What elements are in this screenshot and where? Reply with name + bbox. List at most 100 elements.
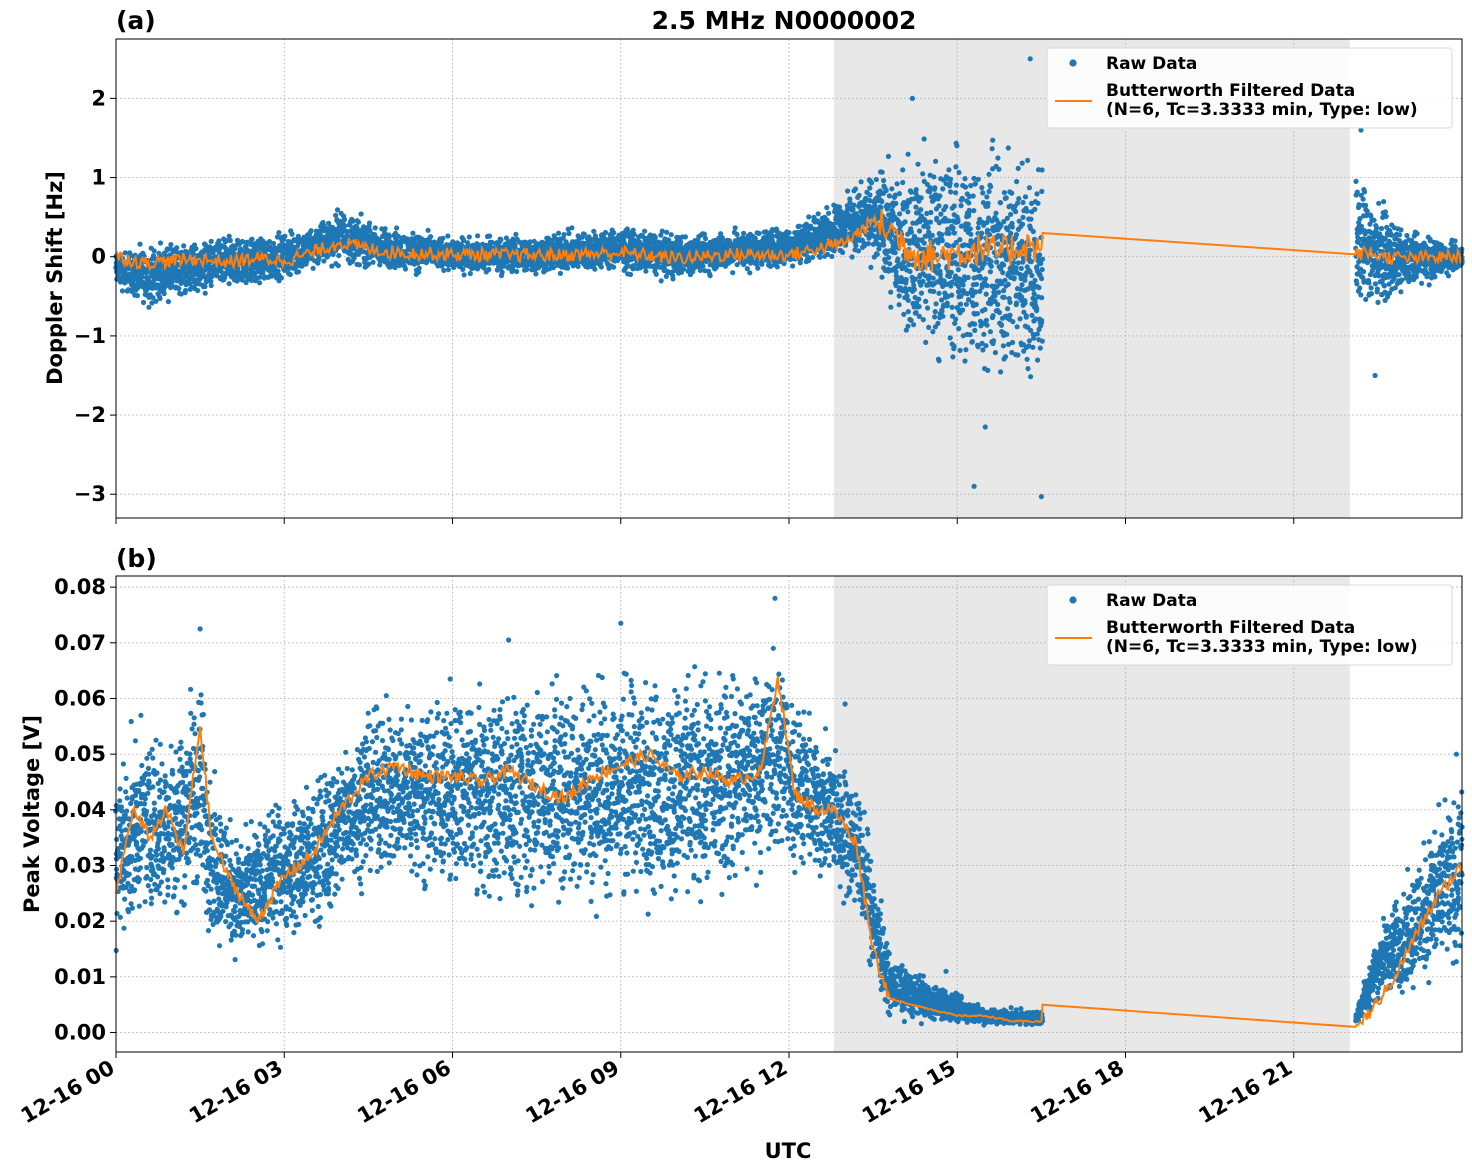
raw-data-point [372, 225, 378, 231]
raw-data-point [146, 304, 152, 310]
raw-data-point [886, 193, 893, 199]
raw-data-point [370, 259, 376, 265]
raw-data-point [903, 280, 909, 286]
raw-data-point [856, 192, 862, 198]
raw-data-point [929, 232, 935, 238]
raw-data-point [176, 285, 182, 292]
raw-data-point [858, 179, 864, 185]
raw-data-point [257, 280, 263, 286]
raw-data-point [925, 224, 931, 231]
raw-data-point [936, 203, 942, 209]
raw-data-point [697, 267, 703, 273]
raw-data-point [897, 211, 903, 217]
raw-data-point [193, 246, 199, 252]
raw-data-point [790, 263, 796, 269]
raw-data-point [887, 261, 893, 267]
raw-data-point [165, 299, 171, 305]
raw-data-point [904, 204, 910, 210]
raw-data-point [335, 263, 341, 269]
raw-data-point [151, 248, 157, 254]
raw-data-point [786, 230, 792, 236]
raw-data-point [878, 198, 885, 204]
raw-data-point [658, 278, 664, 284]
raw-data-point [911, 286, 918, 292]
raw-data-point [581, 231, 588, 237]
raw-data-point [278, 275, 284, 281]
raw-data-point [939, 237, 945, 244]
raw-data-point [461, 272, 467, 278]
raw-data-point [410, 230, 416, 236]
raw-data-point [940, 186, 946, 192]
raw-data-point [209, 274, 215, 280]
raw-data-point [913, 204, 919, 210]
raw-data-point [923, 298, 929, 304]
raw-data-point [445, 233, 451, 239]
raw-data-point [139, 274, 145, 280]
raw-data-point [840, 249, 846, 256]
raw-data-point [119, 288, 125, 294]
raw-data-point [227, 237, 233, 244]
raw-data-point [911, 322, 917, 328]
raw-data-point [908, 226, 914, 232]
raw-data-point [949, 304, 955, 310]
raw-data-point [829, 253, 835, 260]
raw-data-point [611, 264, 617, 270]
raw-data-point [153, 298, 159, 304]
raw-data-point [208, 278, 214, 284]
raw-data-point [948, 269, 954, 275]
raw-data-point [901, 311, 907, 317]
raw-data-point [741, 230, 747, 236]
raw-data-point [925, 305, 931, 311]
raw-data-point [561, 232, 567, 238]
raw-data-point [734, 231, 740, 238]
raw-data-point [270, 240, 277, 246]
raw-data-point [938, 211, 944, 217]
raw-data-point [208, 282, 214, 289]
raw-data-point [202, 290, 208, 296]
raw-data-point [216, 238, 222, 244]
raw-data-point [936, 290, 942, 296]
panel-a-label: (a) [116, 6, 156, 35]
raw-data-point [932, 309, 938, 315]
raw-data-point [920, 278, 926, 284]
raw-data-point [208, 238, 214, 244]
raw-data-point [918, 207, 924, 213]
raw-data-point [797, 223, 803, 229]
raw-data-point [386, 234, 392, 240]
raw-data-point [940, 313, 946, 319]
raw-data-point [905, 297, 911, 303]
raw-data-point [947, 335, 953, 341]
raw-data-point [356, 262, 362, 268]
raw-data-point [937, 268, 943, 274]
raw-data-point [566, 230, 572, 237]
raw-data-point [867, 185, 873, 191]
raw-data-point [149, 300, 155, 306]
raw-data-point [918, 195, 924, 201]
raw-data-point [920, 317, 926, 323]
raw-data-point [140, 299, 147, 306]
raw-data-point [467, 270, 473, 277]
raw-data-point [276, 230, 282, 236]
raw-data-point [700, 263, 706, 269]
raw-data-point [416, 265, 422, 271]
raw-data-point [944, 303, 950, 309]
raw-data-point [336, 252, 342, 259]
raw-data-point [466, 234, 472, 240]
raw-data-point [916, 296, 922, 302]
raw-data-point [226, 281, 232, 287]
raw-data-point [937, 193, 943, 199]
raw-data-point [569, 225, 575, 231]
raw-data-point [927, 219, 934, 225]
raw-data-point [355, 219, 361, 225]
raw-data-point [244, 239, 250, 245]
raw-data-point [905, 323, 911, 329]
raw-data-point [756, 230, 762, 237]
raw-data-point [895, 256, 901, 262]
raw-data-point [865, 241, 872, 247]
raw-data-point [845, 188, 851, 194]
raw-data-point [342, 223, 348, 229]
raw-data-point [341, 216, 348, 223]
raw-data-point [310, 265, 316, 271]
raw-data-point [627, 271, 634, 278]
